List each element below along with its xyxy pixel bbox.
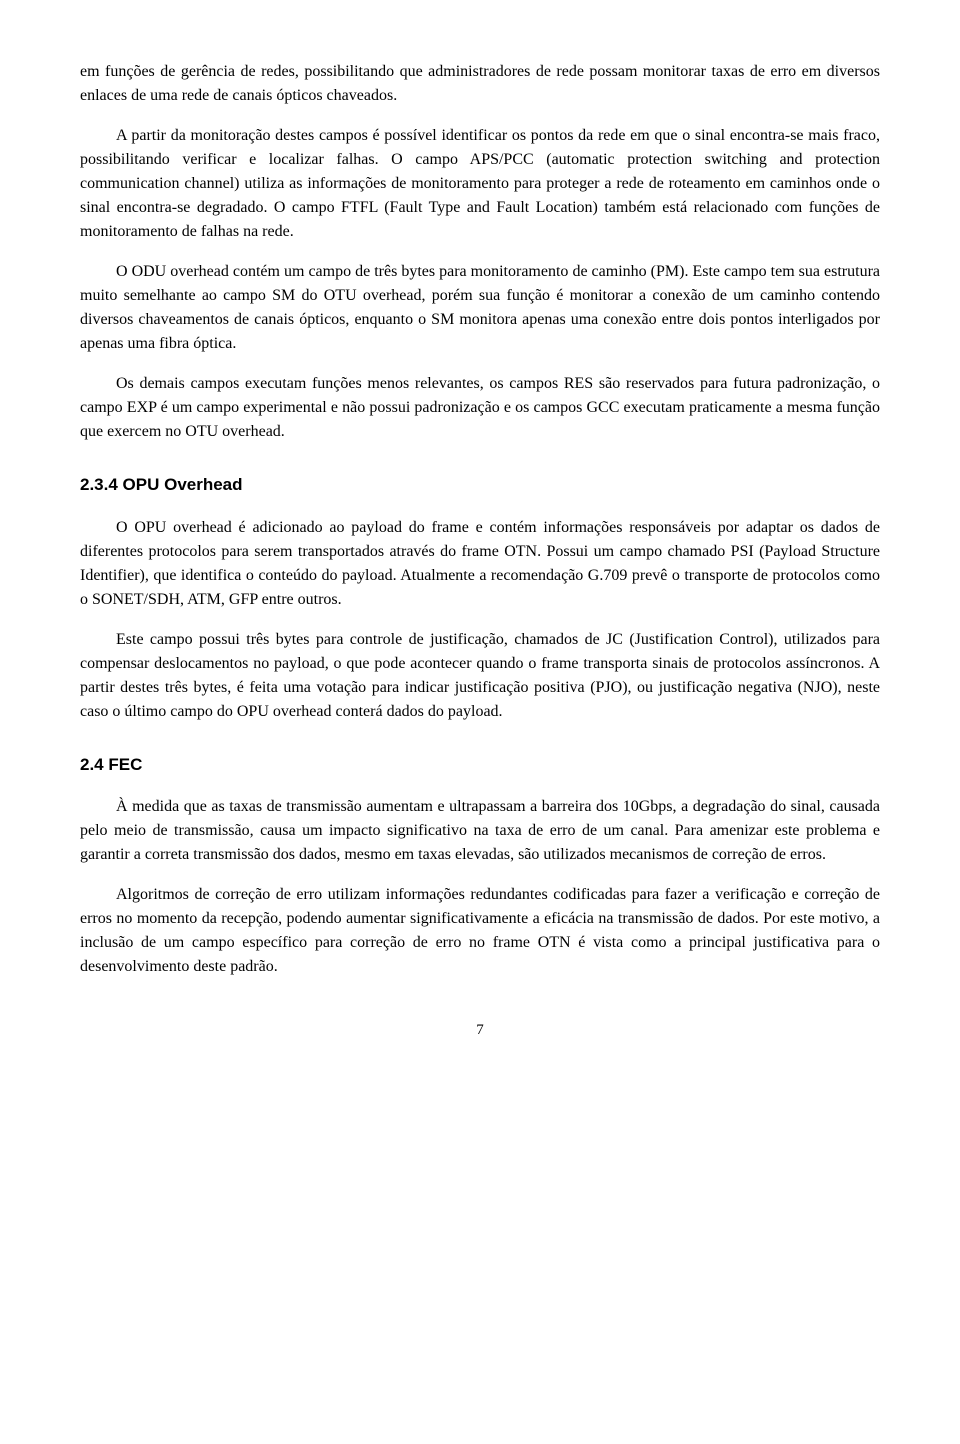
- paragraph: Este campo possui três bytes para contro…: [80, 628, 880, 724]
- paragraph: Algoritmos de correção de erro utilizam …: [80, 883, 880, 979]
- paragraph: À medida que as taxas de transmissão aum…: [80, 795, 880, 867]
- page-number: 7: [80, 1019, 880, 1042]
- paragraph: O ODU overhead contém um campo de três b…: [80, 260, 880, 356]
- paragraph-continuation: em funções de gerência de redes, possibi…: [80, 60, 880, 108]
- paragraph: O OPU overhead é adicionado ao payload d…: [80, 516, 880, 612]
- section-heading-fec: 2.4 FEC: [80, 752, 880, 778]
- paragraph: A partir da monitoração destes campos é …: [80, 124, 880, 244]
- paragraph: Os demais campos executam funções menos …: [80, 372, 880, 444]
- section-heading-opu-overhead: 2.3.4 OPU Overhead: [80, 472, 880, 498]
